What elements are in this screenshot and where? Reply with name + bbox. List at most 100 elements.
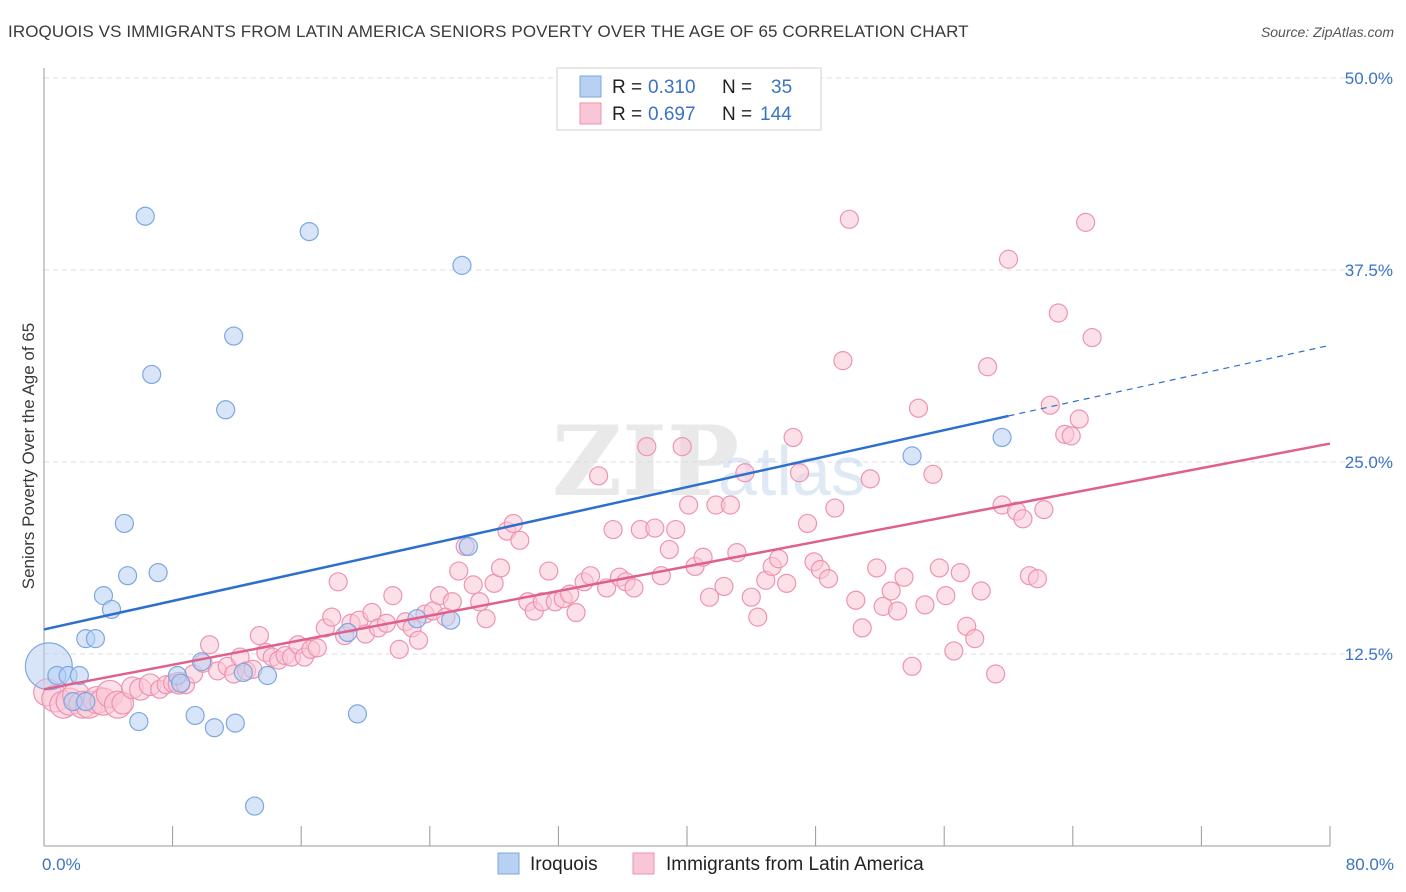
- immigrants-point: [603, 519, 623, 540]
- immigrants-point: [566, 602, 586, 623]
- immigrants-point: [881, 581, 901, 601]
- immigrants-point: [894, 567, 914, 587]
- gridlines: [44, 77, 1392, 655]
- legend-r-value-1: 0.310: [648, 77, 696, 98]
- immigrants-point: [789, 463, 810, 483]
- iroquois-point: [204, 718, 224, 738]
- iroquois-point: [85, 629, 106, 649]
- iroquois-point: [225, 713, 245, 733]
- immigrants-point: [1034, 500, 1054, 520]
- immigrants-point: [463, 575, 483, 595]
- immigrants-point: [1013, 509, 1033, 529]
- legend-top: R = 0.310 N = 35 R = 0.697 N = 144: [556, 67, 822, 131]
- immigrants-point: [307, 638, 327, 658]
- immigrants-point: [797, 513, 818, 534]
- immigrants-point: [672, 437, 692, 457]
- immigrants-point: [923, 464, 943, 484]
- immigrants-point: [645, 518, 665, 538]
- immigrants-point: [1048, 303, 1068, 323]
- immigrants-point: [249, 625, 270, 646]
- immigrants-point: [887, 601, 908, 621]
- iroquois-trend-extension: [1008, 344, 1331, 417]
- iroquois-point: [216, 400, 236, 420]
- y-tick-label: 37.5%: [1345, 261, 1393, 280]
- iroquois-point: [142, 364, 162, 385]
- immigrants-point: [986, 664, 1006, 684]
- iroquois-point: [902, 446, 922, 466]
- immigrants-point: [510, 530, 530, 550]
- immigrants-point: [580, 566, 601, 586]
- iroquois-point: [257, 665, 278, 686]
- legend-bottom-swatch-immigrants: [632, 852, 655, 875]
- immigrants-point: [322, 607, 342, 627]
- source-label: Source: ZipAtlas.com: [1260, 24, 1394, 40]
- immigrants-point: [860, 469, 880, 489]
- immigrants-point: [777, 573, 797, 593]
- iroquois-point: [129, 711, 149, 732]
- immigrants-point: [1040, 395, 1060, 415]
- legend-bottom-swatch-iroquois: [497, 852, 520, 875]
- immigrants-point: [539, 561, 559, 581]
- trend-lines: [43, 344, 1331, 691]
- immigrants-point: [971, 581, 991, 601]
- chart-title: IROQUOIS VS IMMIGRANTS FROM LATIN AMERIC…: [8, 22, 969, 41]
- immigrants-point: [915, 595, 935, 615]
- immigrants-point: [944, 641, 964, 661]
- iroquois-point: [233, 662, 253, 683]
- iroquois-point: [458, 536, 478, 557]
- immigrants-point: [720, 495, 741, 515]
- x-tick-label-min: 0.0%: [42, 855, 81, 874]
- immigrants-point: [449, 561, 469, 581]
- iroquois-point: [452, 255, 472, 275]
- immigrants-point: [679, 495, 699, 515]
- iroquois-point: [135, 206, 155, 226]
- immigrants-point: [442, 592, 462, 612]
- immigrants-point: [902, 656, 922, 676]
- immigrants-trend-line: [43, 442, 1331, 691]
- immigrants-point: [846, 590, 866, 610]
- immigrants-point: [741, 587, 761, 607]
- immigrants-point: [666, 519, 686, 540]
- y-tick-label: 25.0%: [1345, 453, 1393, 472]
- immigrants-point: [936, 586, 956, 606]
- legend-r-label-1: R =: [612, 77, 642, 98]
- legend-n-label-2: N =: [722, 104, 752, 125]
- immigrants-point: [852, 618, 872, 638]
- immigrants-point: [839, 209, 859, 229]
- immigrants-point: [1076, 212, 1096, 232]
- iroquois-point: [76, 692, 96, 712]
- iroquois-point: [992, 427, 1012, 448]
- iroquois-point: [224, 326, 244, 346]
- immigrants-point: [825, 498, 845, 518]
- y-axis-title: Seniors Poverty Over the Age of 65: [19, 323, 38, 589]
- iroquois-point: [148, 562, 168, 583]
- legend-swatch-pink: [579, 102, 602, 125]
- immigrants-point: [199, 635, 220, 655]
- immigrants-point: [383, 586, 403, 606]
- legend-n-label-1: N =: [722, 77, 752, 98]
- legend-n-value-1: 35: [771, 77, 792, 98]
- immigrants-point: [998, 249, 1019, 269]
- x-ticks: [43, 826, 1331, 846]
- iroquois-point: [69, 665, 89, 686]
- immigrants-point: [1061, 426, 1081, 446]
- immigrants-point: [408, 630, 429, 650]
- legend-n-value-2: 144: [760, 104, 792, 125]
- iroquois-trend-line: [43, 414, 1009, 631]
- immigrants-point: [908, 398, 929, 418]
- immigrants-point: [1069, 409, 1089, 429]
- immigrants-point: [783, 427, 803, 448]
- immigrants-point: [833, 351, 853, 371]
- immigrants-point: [490, 558, 511, 578]
- legend-swatch-blue: [579, 75, 602, 98]
- immigrants-point: [950, 562, 970, 583]
- y-tick-label: 12.5%: [1345, 645, 1393, 664]
- iroquois-point: [185, 705, 205, 726]
- immigrants-point: [978, 357, 998, 377]
- legend-bottom-label-iroquois: Iroquois: [530, 854, 598, 875]
- y-tick-label: 50.0%: [1345, 69, 1393, 88]
- iroquois-point: [244, 796, 265, 816]
- immigrants-point: [1027, 569, 1048, 589]
- iroquois-point: [117, 566, 138, 586]
